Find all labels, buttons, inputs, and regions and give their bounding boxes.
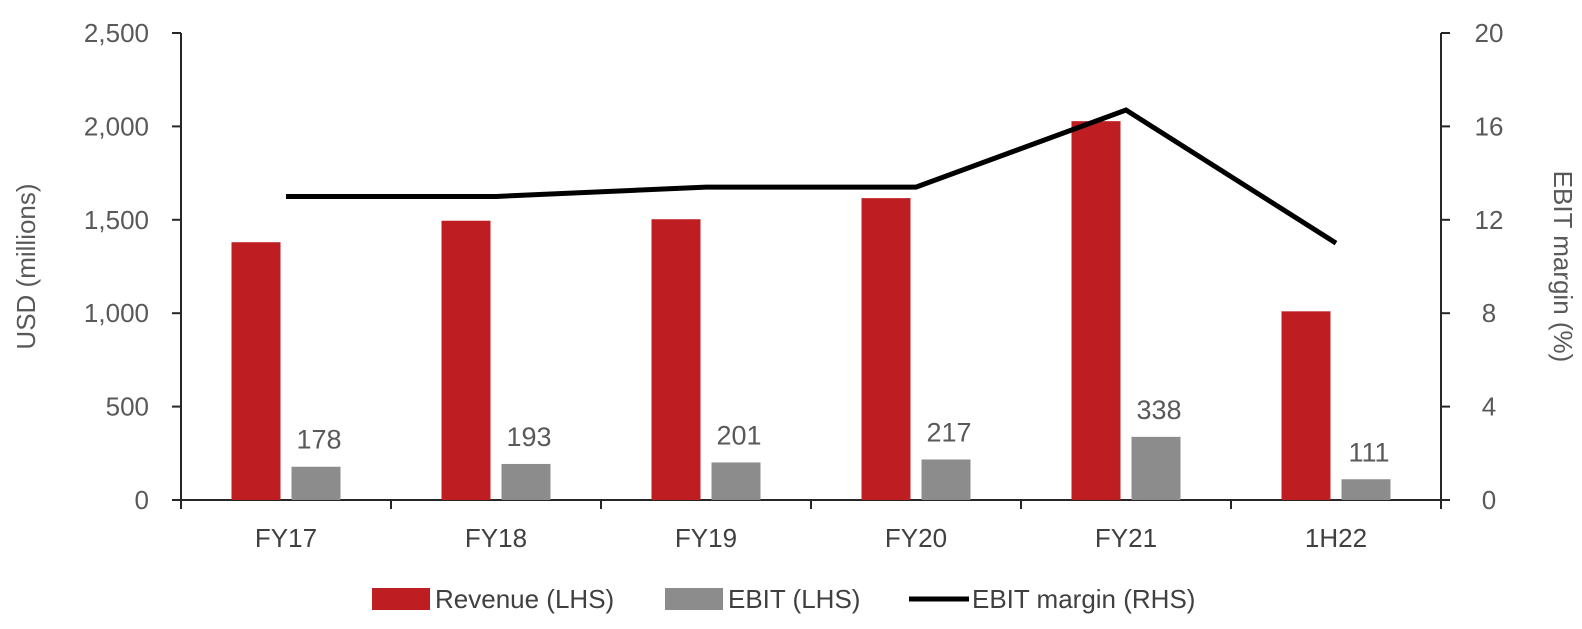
legend-label-ebit: EBIT (LHS): [728, 584, 860, 614]
revenue-bar: [1071, 121, 1121, 500]
legend-label-ebit-margin: EBIT margin (RHS): [972, 584, 1195, 614]
y-left-tick-label: 500: [106, 392, 149, 422]
legend-swatch-ebit: [665, 588, 723, 610]
axes-group: [180, 33, 1442, 501]
ebit-bar: [1131, 436, 1181, 500]
y-right-tick-label: 0: [1482, 485, 1496, 515]
y-right-tick-label: 20: [1475, 18, 1504, 48]
ebit-bar: [291, 466, 341, 500]
y-right-tick-label: 4: [1482, 392, 1496, 422]
revenue-bar: [231, 242, 281, 500]
legend-swatch-revenue: [372, 588, 430, 610]
x-tick-label: FY21: [1095, 523, 1157, 553]
ebit-data-label: 193: [506, 422, 551, 452]
ebit-bar: [501, 463, 551, 500]
revenue-bar: [861, 198, 911, 500]
ebit-data-label: 178: [296, 425, 341, 455]
y-left-tick-label: 2,000: [84, 111, 149, 141]
x-tick-label: 1H22: [1305, 523, 1367, 553]
legend-label-revenue: Revenue (LHS): [435, 584, 614, 614]
x-tick-label: FY17: [255, 523, 317, 553]
x-axis-ticks: FY17 FY18 FY19 FY20 FY21 1H22: [180, 500, 1442, 553]
ebit-bar: [921, 459, 971, 500]
bars-group: [231, 121, 1391, 500]
ebit-bar: [711, 462, 761, 500]
y-axis-left-title: USD (millions): [11, 183, 41, 349]
revenue-bar: [441, 220, 491, 500]
ebit-margin-line: [286, 107, 1338, 246]
y-right-tick-label: 12: [1475, 205, 1504, 235]
y-axis-left-ticks: 0 500 1,000 1,500 2,000 2,500: [84, 18, 181, 515]
ebit-data-label: 111: [1348, 437, 1389, 467]
x-tick-label: FY19: [675, 523, 737, 553]
x-tick-label: FY18: [465, 523, 527, 553]
ebit-data-label: 201: [716, 420, 761, 450]
ebit-bar: [1341, 479, 1391, 500]
legend: Revenue (LHS) EBIT (LHS) EBIT margin (RH…: [372, 584, 1195, 614]
x-tick-label: FY20: [885, 523, 947, 553]
y-axis-right-title: EBIT margin (%): [1548, 171, 1578, 363]
y-right-tick-label: 16: [1475, 111, 1504, 141]
line-group: [286, 107, 1338, 246]
y-right-tick-label: 8: [1482, 298, 1496, 328]
revenue-bar: [1281, 311, 1331, 500]
y-left-tick-label: 1,000: [84, 298, 149, 328]
ebit-data-label: 338: [1136, 395, 1181, 425]
y-axis-right-ticks: 0 4 8 12 16 20: [1441, 18, 1503, 515]
y-left-tick-label: 2,500: [84, 18, 149, 48]
y-left-tick-label: 1,500: [84, 205, 149, 235]
ebit-data-label: 217: [926, 417, 971, 447]
y-left-tick-label: 0: [135, 485, 149, 515]
revenue-bar: [651, 219, 701, 500]
data-labels-group: 178 193 201 217 338 111: [296, 395, 1389, 467]
